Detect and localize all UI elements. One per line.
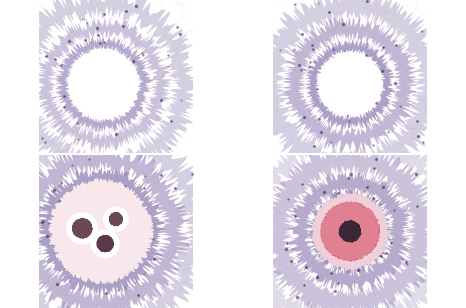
Polygon shape bbox=[67, 213, 97, 244]
PathPatch shape bbox=[234, 117, 466, 308]
Polygon shape bbox=[103, 207, 128, 231]
Polygon shape bbox=[91, 230, 119, 257]
Polygon shape bbox=[339, 220, 361, 242]
Polygon shape bbox=[72, 218, 92, 238]
Polygon shape bbox=[49, 179, 153, 284]
PathPatch shape bbox=[308, 189, 393, 274]
Polygon shape bbox=[109, 213, 123, 226]
Polygon shape bbox=[317, 51, 383, 117]
PathPatch shape bbox=[260, 143, 439, 308]
PathPatch shape bbox=[282, 16, 417, 153]
PathPatch shape bbox=[6, 0, 202, 183]
PathPatch shape bbox=[252, 0, 449, 183]
Polygon shape bbox=[312, 193, 389, 270]
PathPatch shape bbox=[12, 141, 191, 308]
PathPatch shape bbox=[304, 38, 395, 130]
Polygon shape bbox=[68, 49, 140, 120]
PathPatch shape bbox=[34, 16, 173, 153]
PathPatch shape bbox=[55, 35, 153, 133]
Polygon shape bbox=[321, 202, 380, 261]
PathPatch shape bbox=[288, 171, 412, 293]
Polygon shape bbox=[321, 202, 380, 261]
PathPatch shape bbox=[0, 117, 216, 308]
Polygon shape bbox=[97, 235, 114, 252]
PathPatch shape bbox=[35, 166, 166, 297]
